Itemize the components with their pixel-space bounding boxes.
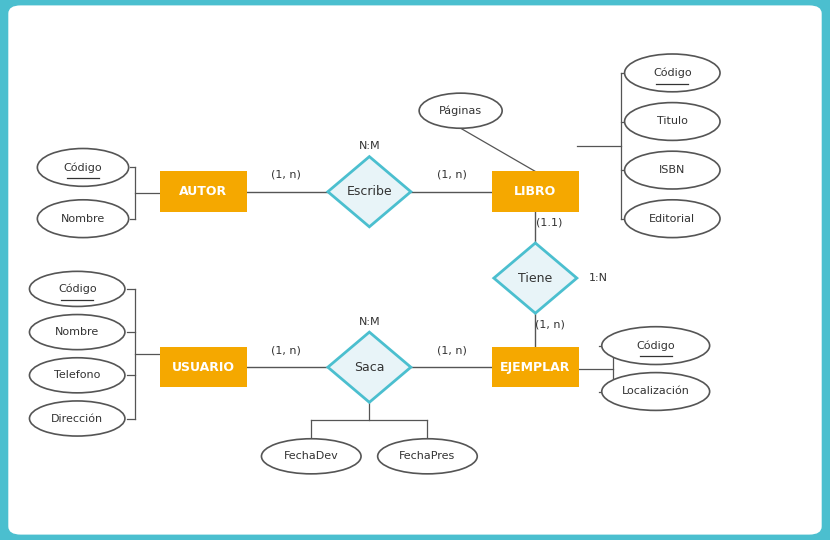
Text: Páginas: Páginas bbox=[439, 105, 482, 116]
Text: Nombre: Nombre bbox=[55, 327, 100, 337]
Ellipse shape bbox=[602, 373, 710, 410]
FancyBboxPatch shape bbox=[491, 172, 579, 212]
Text: Titulo: Titulo bbox=[657, 117, 688, 126]
Ellipse shape bbox=[30, 314, 125, 350]
Text: EJEMPLAR: EJEMPLAR bbox=[500, 361, 570, 374]
Ellipse shape bbox=[625, 103, 720, 140]
Ellipse shape bbox=[37, 200, 129, 238]
Text: Editorial: Editorial bbox=[649, 214, 696, 224]
Text: ISBN: ISBN bbox=[659, 165, 686, 175]
Ellipse shape bbox=[625, 151, 720, 189]
Ellipse shape bbox=[378, 438, 477, 474]
Ellipse shape bbox=[419, 93, 502, 128]
Ellipse shape bbox=[261, 438, 361, 474]
Text: Saca: Saca bbox=[354, 361, 384, 374]
Text: Dirección: Dirección bbox=[51, 414, 103, 423]
FancyBboxPatch shape bbox=[491, 347, 579, 388]
FancyBboxPatch shape bbox=[160, 172, 247, 212]
Text: Nombre: Nombre bbox=[61, 214, 105, 224]
Text: USUARIO: USUARIO bbox=[172, 361, 235, 374]
Text: Localización: Localización bbox=[622, 387, 690, 396]
Text: 1:N: 1:N bbox=[589, 273, 608, 283]
Ellipse shape bbox=[602, 327, 710, 364]
FancyBboxPatch shape bbox=[8, 5, 822, 535]
Text: (1.1): (1.1) bbox=[536, 218, 563, 228]
Text: FechaPres: FechaPres bbox=[399, 451, 456, 461]
Text: (1, n): (1, n) bbox=[437, 170, 467, 180]
Text: Telefono: Telefono bbox=[54, 370, 100, 380]
Text: Código: Código bbox=[637, 340, 675, 351]
Polygon shape bbox=[328, 332, 411, 402]
Text: LIBRO: LIBRO bbox=[515, 185, 556, 198]
Text: AUTOR: AUTOR bbox=[179, 185, 227, 198]
Text: Código: Código bbox=[58, 284, 96, 294]
Ellipse shape bbox=[30, 401, 125, 436]
Text: Escribe: Escribe bbox=[347, 185, 392, 198]
Text: FechaDev: FechaDev bbox=[284, 451, 339, 461]
Text: Tiene: Tiene bbox=[518, 272, 553, 285]
Text: Código: Código bbox=[64, 162, 102, 173]
FancyBboxPatch shape bbox=[160, 347, 247, 388]
Ellipse shape bbox=[625, 54, 720, 92]
Ellipse shape bbox=[37, 148, 129, 186]
Polygon shape bbox=[328, 157, 411, 227]
Text: N:M: N:M bbox=[359, 141, 380, 151]
Ellipse shape bbox=[30, 357, 125, 393]
Text: (1, n): (1, n) bbox=[271, 345, 301, 355]
Ellipse shape bbox=[625, 200, 720, 238]
Text: (1, n): (1, n) bbox=[437, 345, 467, 355]
Text: (1, n): (1, n) bbox=[535, 319, 564, 329]
Ellipse shape bbox=[30, 271, 125, 306]
Text: Código: Código bbox=[653, 68, 691, 78]
Text: (1, n): (1, n) bbox=[271, 170, 301, 180]
Text: N:M: N:M bbox=[359, 316, 380, 327]
Polygon shape bbox=[494, 243, 577, 313]
